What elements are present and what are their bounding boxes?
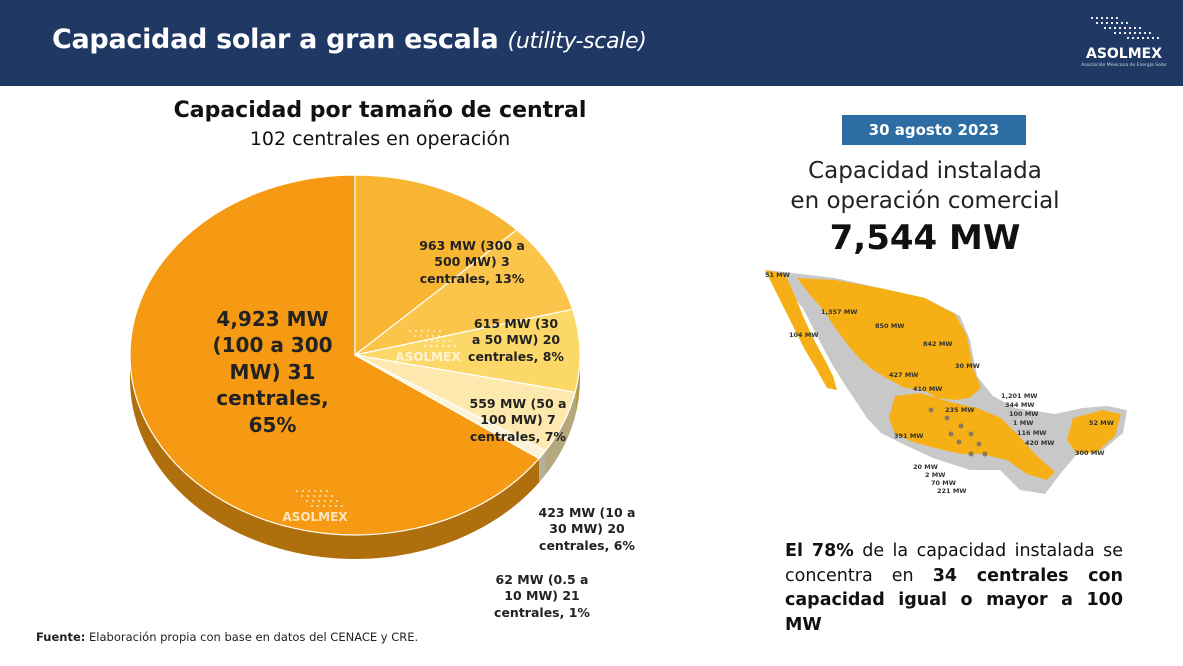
source-footnote: Fuente: Elaboración propia con base en d… bbox=[36, 630, 419, 644]
slice-label-6: 62 MW (0.5 a 10 MW) 21 centrales, 1% bbox=[494, 572, 590, 620]
map-baja bbox=[765, 270, 837, 390]
map-label: 427 MW bbox=[889, 371, 918, 379]
logo-subtext: Asociación Mexicana de Energía Solar bbox=[1081, 63, 1167, 68]
map-label: 391 MW bbox=[894, 432, 923, 440]
pie-slice-4 bbox=[354, 308, 581, 393]
logo-text: ASOLMEX bbox=[1085, 46, 1163, 62]
map-label: 1,201 MW bbox=[1001, 392, 1037, 400]
map-label: 842 MW bbox=[923, 340, 952, 348]
slice-label-3: 615 MW (30 a 50 MW) 20 centrales, 8% bbox=[468, 316, 564, 364]
asolmex-logo: ASOLMEX Asociación Mexicana de Energía S… bbox=[1078, 14, 1170, 72]
map-center bbox=[889, 393, 1055, 480]
map-label: 410 MW bbox=[913, 385, 942, 393]
logo-dots-icon bbox=[1090, 16, 1160, 40]
map-label: 52 MW bbox=[1089, 419, 1114, 427]
pie-slice-side-5 bbox=[545, 392, 576, 475]
mexico-map: 51 MW 1,357 MW 850 MW 104 MW 842 MW 30 M… bbox=[765, 270, 1127, 495]
map-label: 104 MW bbox=[789, 331, 818, 339]
pie-slice-1 bbox=[129, 174, 541, 536]
pie-chart: ASOLMEX ASOLMEX bbox=[129, 174, 581, 560]
svg-text:ASOLMEX: ASOLMEX bbox=[395, 350, 461, 364]
installed-label-line2: en operación comercial bbox=[790, 188, 1060, 214]
map-label: 116 MW bbox=[1017, 429, 1046, 437]
map-label: 1,357 MW bbox=[821, 308, 857, 316]
map-label: 2 MW bbox=[925, 471, 945, 479]
map-label: 221 MW bbox=[937, 487, 966, 495]
summary-line-3: capacidad igual o mayor a 100 MW bbox=[785, 590, 1123, 635]
installed-label-line1: Capacidad instalada bbox=[808, 158, 1042, 184]
map-plant-markers bbox=[928, 407, 988, 457]
chart-title: Capacidad por tamaño de central bbox=[173, 98, 587, 123]
map-label: 51 MW bbox=[765, 271, 790, 279]
summary-text: El 78% de la capacidad instalada se conc… bbox=[785, 539, 1123, 637]
pie-slice-2 bbox=[354, 174, 518, 357]
pie-slice-3 bbox=[354, 229, 574, 356]
page-title: Capacidad solar a gran escala (utility-s… bbox=[52, 24, 647, 55]
map-label: 300 MW bbox=[1075, 449, 1104, 457]
map-label: 344 MW bbox=[1005, 401, 1034, 409]
slice-label-1: 4,923 MW (100 a 300 MW) 31 centrales, 65… bbox=[212, 307, 333, 437]
page-title-sub: (utility-scale) bbox=[507, 29, 647, 54]
map-label: 235 MW bbox=[945, 406, 974, 414]
slice-label-4: 559 MW (50 a 100 MW) 7 centrales, 7% bbox=[469, 396, 567, 444]
chart-subtitle: 102 centrales en operación bbox=[249, 128, 511, 150]
date-badge: 30 agosto 2023 bbox=[842, 115, 1026, 145]
map-label: 420 MW bbox=[1025, 439, 1054, 447]
summary-line-2: concentra en 34 centrales con bbox=[785, 565, 1123, 586]
pie-slice-6 bbox=[354, 354, 547, 460]
slice-label-2: 963 MW (300 a 500 MW) 3 centrales, 13% bbox=[419, 238, 525, 286]
slice-label-5: 423 MW (10 a 30 MW) 20 centrales, 6% bbox=[538, 505, 636, 553]
installed-capacity-value: 7,544 MW bbox=[829, 218, 1021, 258]
svg-text:ASOLMEX: ASOLMEX bbox=[282, 510, 348, 524]
pie-slice-side-6 bbox=[539, 450, 546, 483]
map-yucatan bbox=[1067, 410, 1121, 454]
pie-slice-side-1 bbox=[130, 355, 540, 560]
map-label: 30 MW bbox=[955, 362, 980, 370]
pie-slice-side-4 bbox=[575, 355, 580, 417]
map-label: 850 MW bbox=[875, 322, 904, 330]
pie-watermark-center: ASOLMEX bbox=[395, 330, 461, 364]
header-bar: Capacidad solar a gran escala (utility-s… bbox=[0, 0, 1183, 86]
map-north bbox=[797, 278, 981, 400]
map-label: 1 MW bbox=[1013, 419, 1033, 427]
map-label: 70 MW bbox=[931, 479, 956, 487]
summary-line-1: El 78% de la capacidad instalada se bbox=[785, 541, 1123, 561]
map-label: 20 MW bbox=[913, 463, 938, 471]
pie-watermark-bottom: ASOLMEX bbox=[282, 490, 348, 524]
map-label: 100 MW bbox=[1009, 410, 1038, 418]
